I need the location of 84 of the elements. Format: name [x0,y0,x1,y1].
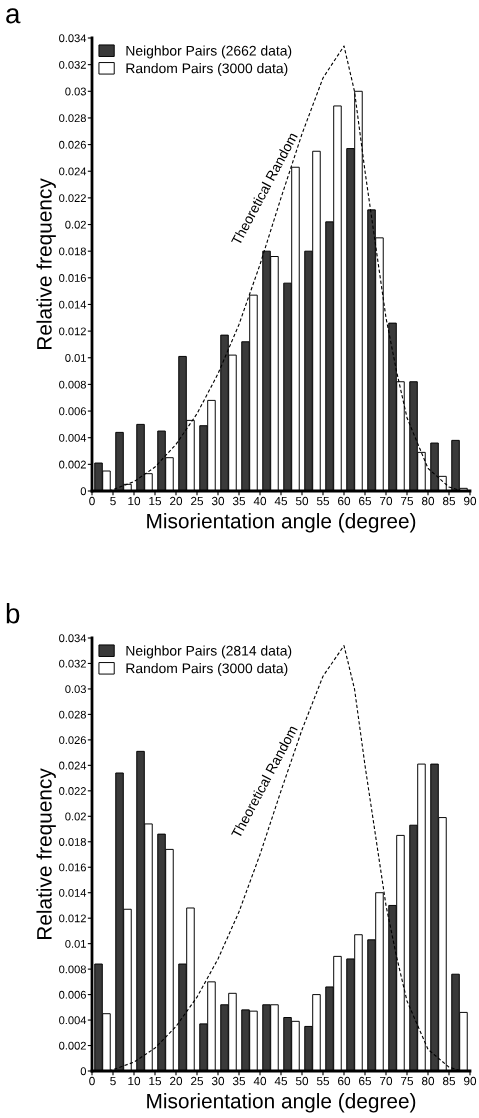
x-tick-label: 75 [401,1076,414,1086]
y-tick-label: 0.004 [59,1016,87,1025]
y-tick-label: 0.002 [59,460,86,469]
x-tick-label: 15 [149,1076,162,1086]
text: a [6,8,21,24]
x-tick-label: 20 [170,1076,183,1086]
y-tick-label: 0 [80,1067,87,1076]
x-tick-label: 10 [128,1076,141,1086]
y-tick-label: 0.034 [59,34,87,43]
x-tick-label: 80 [421,496,435,506]
y-tick-label: 0.034 [59,634,87,643]
x-tick-label: 35 [232,1076,246,1086]
x-tick-label: 30 [211,496,225,506]
x-tick-label: 50 [295,1076,309,1086]
x-tick-label: 25 [191,1076,204,1086]
y-tick-label: 0.032 [59,659,86,668]
y-tick-label: 0.02 [65,812,86,821]
y-tick-label: 0.018 [59,838,86,846]
x-tick-label: 45 [274,1076,288,1086]
y-tick-label: 0.002 [59,1041,86,1050]
y-tick-label: 0.018 [59,247,86,256]
y-tick-label: 0.012 [59,914,86,923]
x-tick-label: 60 [338,1076,351,1086]
text: b [6,603,20,624]
x-tick-label: 50 [295,496,309,506]
y-tick-label: 0.008 [59,965,86,974]
x-tick-label: 85 [442,496,456,506]
y-tick-label: 0 [80,487,87,496]
x-tick-label: 90 [463,496,477,506]
x-tick-label: 35 [232,496,246,506]
y-tick-label: 0.032 [59,60,86,69]
x-tick-label: 70 [380,496,393,506]
y-tick-label: 0.014 [59,888,87,897]
x-tick-label: 5 [110,496,116,506]
x-tick-label: 70 [380,1076,393,1086]
x-tick-label: 10 [128,496,141,506]
x-tick-label: 75 [401,496,414,506]
legend-label: Neighbor Pairs (2814 data) [126,645,292,659]
y-tick-label: 0.024 [59,167,87,176]
y-tick-label: 0.016 [59,863,86,872]
y-tick-label: 0.02 [65,220,86,229]
x-tick-label: 85 [442,1076,456,1086]
y-tick-label: 0.024 [59,761,87,770]
y-tick-label: 0.008 [59,380,86,389]
y-axis-title: Relative frequency [36,178,56,350]
y-tick-label: 0.006 [59,407,86,416]
legend-label: Neighbor Pairs (2662 data) [126,45,292,59]
x-tick-label: 30 [211,1076,225,1086]
x-tick-label: 15 [149,496,162,506]
x-tick-label: 0 [89,1076,95,1086]
x-tick-label: 55 [316,1076,330,1086]
x-tick-label: 40 [253,1076,267,1086]
y-tick-label: 0.01 [65,939,86,948]
y-tick-label: 0.004 [59,433,87,442]
x-tick-label: 55 [316,496,330,506]
x-tick-label: 90 [463,1076,477,1086]
x-tick-label: 20 [170,496,183,506]
x-tick-label: 45 [274,496,288,506]
y-tick-label: 0.014 [59,300,87,309]
y-tick-label: 0.022 [59,194,86,203]
x-tick-label: 80 [421,1076,435,1086]
y-tick-label: 0.01 [65,354,86,362]
y-tick-label: 0.012 [59,327,86,336]
legend-label: Random Pairs (3000 data) [126,663,288,676]
x-tick-label: 65 [359,496,372,506]
y-tick-label: 0.026 [59,140,86,149]
y-tick-label: 0.016 [59,274,86,282]
x-tick-label: 65 [359,1076,372,1086]
y-tick-label: 0.03 [65,685,86,694]
y-axis-title: Relative frequency [36,768,56,940]
x-tick-label: 60 [338,496,351,506]
x-tick-label: 5 [110,1076,116,1086]
y-tick-label: 0.03 [65,87,86,96]
legend-label: Random Pairs (3000 data) [126,63,288,76]
y-tick-label: 0.028 [59,114,86,123]
x-tick-label: 40 [253,496,267,506]
x-axis-title: Misorientation angle (degree) [147,1093,416,1113]
y-tick-label: 0.026 [59,736,86,745]
x-tick-label: 0 [89,496,95,506]
x-tick-label: 25 [191,496,204,506]
x-axis-title: Misorientation angle (degree) [147,513,416,533]
y-tick-label: 0.022 [59,787,86,795]
y-tick-label: 0.028 [59,710,86,719]
y-tick-label: 0.006 [59,990,86,999]
